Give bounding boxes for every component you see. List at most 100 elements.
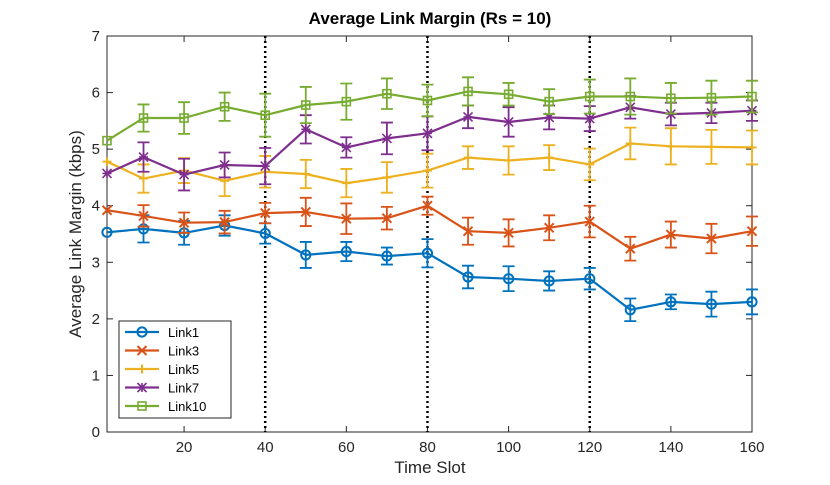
link5-data-point (504, 155, 514, 165)
legend-label-link7: Link7 (168, 381, 199, 396)
link10-data-point (341, 96, 352, 107)
y-axis-label: Average Link Margin (kbps) (66, 130, 85, 338)
x-tick-label: 60 (338, 439, 355, 456)
link3-data-point (503, 227, 514, 239)
link1-data-point (101, 226, 113, 238)
link7-data-point (503, 116, 514, 128)
link1-error-bar (543, 270, 556, 292)
link10-error-bar (543, 88, 556, 115)
link10-error-bar (259, 92, 272, 138)
link10-error-bar (664, 82, 677, 115)
link1-error-bar (299, 241, 312, 269)
link1-error-bar (746, 288, 758, 316)
link7-data-point (584, 113, 595, 124)
link1-error-bar (624, 297, 637, 323)
legend-label-link1: Link1 (168, 325, 199, 340)
series-link3 (101, 195, 758, 262)
link10-data-point (102, 135, 112, 146)
link1-error-bar (462, 264, 475, 290)
x-tick-label: 100 (496, 439, 521, 456)
link3-data-point (219, 216, 230, 228)
link10-data-point (260, 110, 271, 120)
link1-data-point (665, 296, 677, 308)
link10-data-point (219, 101, 230, 112)
link1-data-point (746, 296, 758, 308)
link3-data-point (543, 222, 555, 233)
link10-error-bar (137, 103, 150, 133)
link1-data-point (624, 304, 636, 316)
link1-error-bar (583, 267, 596, 291)
link1-error-bar (340, 241, 353, 263)
link10-error-bar (299, 86, 312, 125)
link7-data-point (300, 124, 311, 135)
link10-data-point (666, 93, 676, 104)
link3-data-point (462, 225, 474, 237)
link5-data-point (544, 153, 554, 163)
link1-data-point (340, 245, 352, 258)
link5-data-point (139, 174, 149, 184)
link10-data-point (544, 96, 554, 107)
link7-data-point (341, 142, 352, 153)
link10-data-point (138, 113, 149, 123)
link10-data-point (706, 92, 717, 103)
link10-data-point (422, 95, 433, 106)
link7-data-point (422, 128, 433, 139)
link5-data-point (422, 166, 432, 176)
x-tick-label: 160 (739, 439, 764, 456)
link1-error-bar (705, 290, 718, 318)
link10-error-bar (705, 79, 718, 116)
link7-data-point (219, 159, 230, 171)
link7-series-line (106, 106, 753, 176)
link5-data-point (747, 142, 757, 152)
link7-data-point (101, 168, 113, 179)
link3-data-point (300, 206, 311, 218)
series-link5 (102, 126, 758, 199)
link3-series-line (106, 204, 753, 250)
link1-data-point (705, 298, 718, 310)
link1-data-point (503, 273, 515, 285)
x-axis-label: Time Slot (394, 458, 465, 477)
link1-error-bar (502, 265, 515, 293)
link5-data-point (382, 172, 392, 182)
x-tick-label: 140 (658, 439, 683, 456)
link10-error-bar (340, 82, 353, 121)
link5-data-point (706, 142, 716, 152)
link3-data-point (138, 210, 149, 222)
link10-error-bar (583, 78, 596, 115)
link10-data-point (300, 100, 311, 110)
legend-marker-link10 (137, 401, 147, 411)
link10-data-point (584, 91, 595, 102)
link5-data-point (666, 141, 676, 151)
link1-error-bar (380, 246, 393, 266)
link3-data-point (584, 216, 595, 227)
link5-data-point (341, 178, 351, 188)
link5-data-point (585, 159, 595, 169)
link7-data-point (544, 112, 555, 123)
link10-data-point (625, 91, 636, 102)
x-tick-label: 120 (577, 439, 602, 456)
link5-data-point (463, 153, 473, 163)
link3-data-point (746, 225, 758, 237)
link7-data-point (138, 151, 149, 163)
legend-marker-link1 (136, 326, 148, 338)
link3-data-point (665, 229, 677, 240)
link10-error-bar (380, 77, 393, 110)
link1-error-bar (421, 238, 434, 269)
link3-data-point (422, 200, 433, 211)
chart-title: Average Link Margin (Rs = 10) (309, 9, 552, 28)
y-tick-label: 7 (92, 28, 100, 45)
y-tick-label: 3 (92, 254, 100, 271)
link7-data-point (462, 111, 474, 122)
x-tick-label: 20 (176, 439, 193, 456)
link10-error-bar (624, 77, 637, 116)
link3-data-point (625, 243, 636, 254)
link10-error-bar (462, 76, 475, 107)
link3-data-point (706, 233, 717, 244)
link10-data-point (503, 89, 514, 100)
link3-data-point (381, 212, 393, 224)
link10-error-bar (746, 79, 758, 114)
link10-error-bar (421, 83, 434, 118)
link1-data-point (584, 273, 596, 285)
link7-data-point (179, 169, 190, 180)
link3-data-point (260, 207, 271, 219)
